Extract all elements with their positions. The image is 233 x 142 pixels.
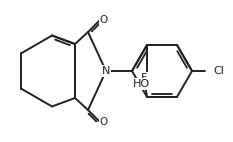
- Text: Cl: Cl: [213, 66, 224, 76]
- Text: O: O: [100, 117, 108, 127]
- Text: HO: HO: [132, 79, 150, 89]
- Text: O: O: [100, 15, 108, 25]
- Text: F: F: [141, 73, 147, 83]
- Text: N: N: [102, 66, 110, 76]
